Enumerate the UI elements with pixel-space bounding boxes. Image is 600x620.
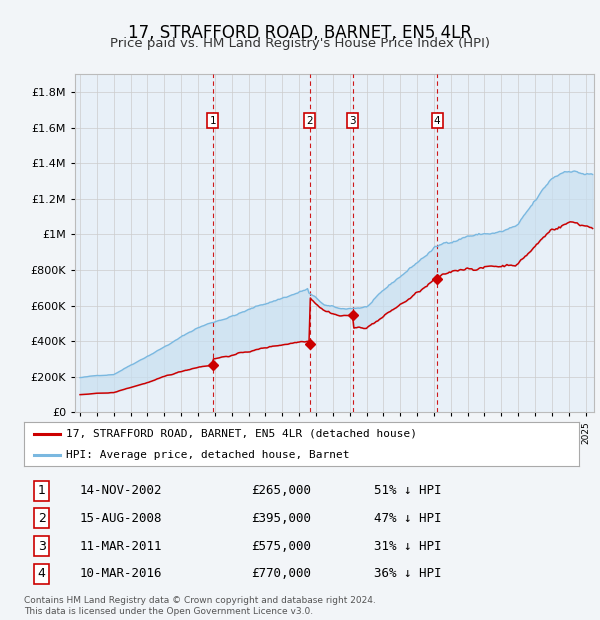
- Text: 17, STRAFFORD ROAD, BARNET, EN5 4LR (detached house): 17, STRAFFORD ROAD, BARNET, EN5 4LR (det…: [65, 428, 416, 439]
- Text: £575,000: £575,000: [251, 539, 311, 552]
- Text: 51% ↓ HPI: 51% ↓ HPI: [374, 484, 441, 497]
- Text: £395,000: £395,000: [251, 512, 311, 525]
- Text: 1: 1: [38, 484, 46, 497]
- Text: 14-NOV-2002: 14-NOV-2002: [79, 484, 162, 497]
- Text: 2: 2: [38, 512, 46, 525]
- Text: HPI: Average price, detached house, Barnet: HPI: Average price, detached house, Barn…: [65, 450, 349, 460]
- Text: Price paid vs. HM Land Registry's House Price Index (HPI): Price paid vs. HM Land Registry's House …: [110, 37, 490, 50]
- Text: £770,000: £770,000: [251, 567, 311, 580]
- Text: 15-AUG-2008: 15-AUG-2008: [79, 512, 162, 525]
- Text: 47% ↓ HPI: 47% ↓ HPI: [374, 512, 441, 525]
- Text: 17, STRAFFORD ROAD, BARNET, EN5 4LR: 17, STRAFFORD ROAD, BARNET, EN5 4LR: [128, 24, 472, 42]
- Text: 3: 3: [350, 116, 356, 126]
- Text: 10-MAR-2016: 10-MAR-2016: [79, 567, 162, 580]
- Text: Contains HM Land Registry data © Crown copyright and database right 2024.
This d: Contains HM Land Registry data © Crown c…: [24, 596, 376, 616]
- Text: 11-MAR-2011: 11-MAR-2011: [79, 539, 162, 552]
- Text: 31% ↓ HPI: 31% ↓ HPI: [374, 539, 441, 552]
- Text: 4: 4: [434, 116, 440, 126]
- Text: 1: 1: [209, 116, 216, 126]
- Text: 3: 3: [38, 539, 46, 552]
- Text: 2: 2: [306, 116, 313, 126]
- Text: 4: 4: [38, 567, 46, 580]
- Text: £265,000: £265,000: [251, 484, 311, 497]
- Text: 36% ↓ HPI: 36% ↓ HPI: [374, 567, 441, 580]
